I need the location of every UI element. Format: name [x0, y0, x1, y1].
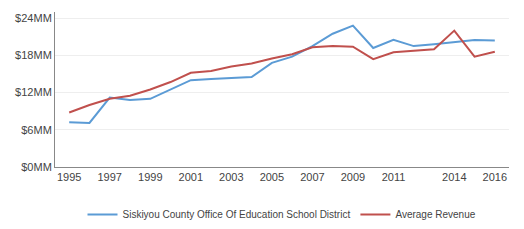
svg-text:2011: 2011: [382, 171, 406, 183]
svg-text:1997: 1997: [97, 171, 121, 183]
svg-text:Siskiyou County Office Of Educ: Siskiyou County Office Of Education Scho…: [123, 209, 351, 220]
svg-text:2001: 2001: [179, 171, 203, 183]
svg-text:$6MM: $6MM: [21, 124, 52, 136]
svg-text:2003: 2003: [219, 171, 243, 183]
svg-text:$0MM: $0MM: [21, 161, 52, 173]
svg-text:$12MM: $12MM: [15, 86, 52, 98]
svg-text:2016: 2016: [483, 171, 507, 183]
svg-text:1999: 1999: [138, 171, 162, 183]
svg-text:$18MM: $18MM: [15, 49, 52, 61]
svg-text:$24MM: $24MM: [15, 12, 52, 24]
svg-text:2009: 2009: [341, 171, 365, 183]
svg-text:Average Revenue: Average Revenue: [395, 209, 475, 220]
svg-text:2007: 2007: [300, 171, 324, 183]
svg-text:2014: 2014: [442, 171, 466, 183]
svg-text:1995: 1995: [57, 171, 81, 183]
svg-text:2005: 2005: [260, 171, 284, 183]
